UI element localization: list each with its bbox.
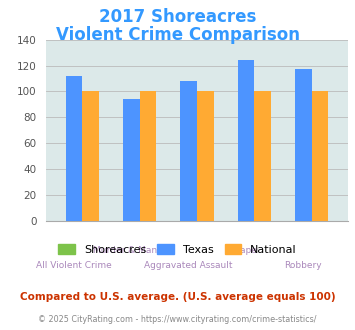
Bar	[123, 99, 140, 221]
Bar	[140, 91, 156, 221]
Text: Robbery: Robbery	[285, 261, 322, 270]
Bar	[66, 76, 82, 221]
Text: All Violent Crime: All Violent Crime	[36, 261, 112, 270]
Bar	[197, 91, 214, 221]
Bar	[180, 81, 197, 221]
Text: Aggravated Assault: Aggravated Assault	[144, 261, 233, 270]
Bar	[82, 91, 99, 221]
Text: 2017 Shoreacres: 2017 Shoreacres	[99, 8, 256, 26]
Bar	[255, 91, 271, 221]
Text: Rape: Rape	[235, 246, 257, 255]
Bar	[238, 60, 255, 221]
Text: © 2025 CityRating.com - https://www.cityrating.com/crime-statistics/: © 2025 CityRating.com - https://www.city…	[38, 315, 317, 324]
Bar	[295, 69, 312, 221]
Text: Murder & Mans...: Murder & Mans...	[93, 246, 170, 255]
Legend: Shoreacres, Texas, National: Shoreacres, Texas, National	[55, 241, 300, 258]
Bar	[312, 91, 328, 221]
Text: Violent Crime Comparison: Violent Crime Comparison	[55, 26, 300, 45]
Text: Compared to U.S. average. (U.S. average equals 100): Compared to U.S. average. (U.S. average …	[20, 292, 335, 302]
